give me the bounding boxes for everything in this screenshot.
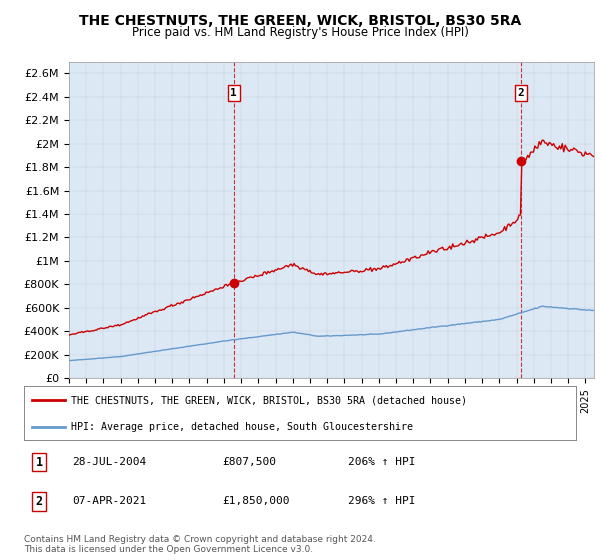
Text: THE CHESTNUTS, THE GREEN, WICK, BRISTOL, BS30 5RA (detached house): THE CHESTNUTS, THE GREEN, WICK, BRISTOL,… xyxy=(71,395,467,405)
Text: 206% ↑ HPI: 206% ↑ HPI xyxy=(348,457,415,467)
Text: 296% ↑ HPI: 296% ↑ HPI xyxy=(348,496,415,506)
Text: THE CHESTNUTS, THE GREEN, WICK, BRISTOL, BS30 5RA: THE CHESTNUTS, THE GREEN, WICK, BRISTOL,… xyxy=(79,14,521,28)
Text: 2: 2 xyxy=(518,88,524,98)
Text: 28-JUL-2004: 28-JUL-2004 xyxy=(72,457,146,467)
Text: £807,500: £807,500 xyxy=(222,457,276,467)
Text: £1,850,000: £1,850,000 xyxy=(222,496,290,506)
Text: HPI: Average price, detached house, South Gloucestershire: HPI: Average price, detached house, Sout… xyxy=(71,422,413,432)
Text: 1: 1 xyxy=(230,88,237,98)
Text: Contains HM Land Registry data © Crown copyright and database right 2024.
This d: Contains HM Land Registry data © Crown c… xyxy=(24,535,376,554)
Text: 07-APR-2021: 07-APR-2021 xyxy=(72,496,146,506)
Text: 2: 2 xyxy=(35,494,43,508)
Text: Price paid vs. HM Land Registry's House Price Index (HPI): Price paid vs. HM Land Registry's House … xyxy=(131,26,469,39)
Text: 1: 1 xyxy=(35,455,43,469)
